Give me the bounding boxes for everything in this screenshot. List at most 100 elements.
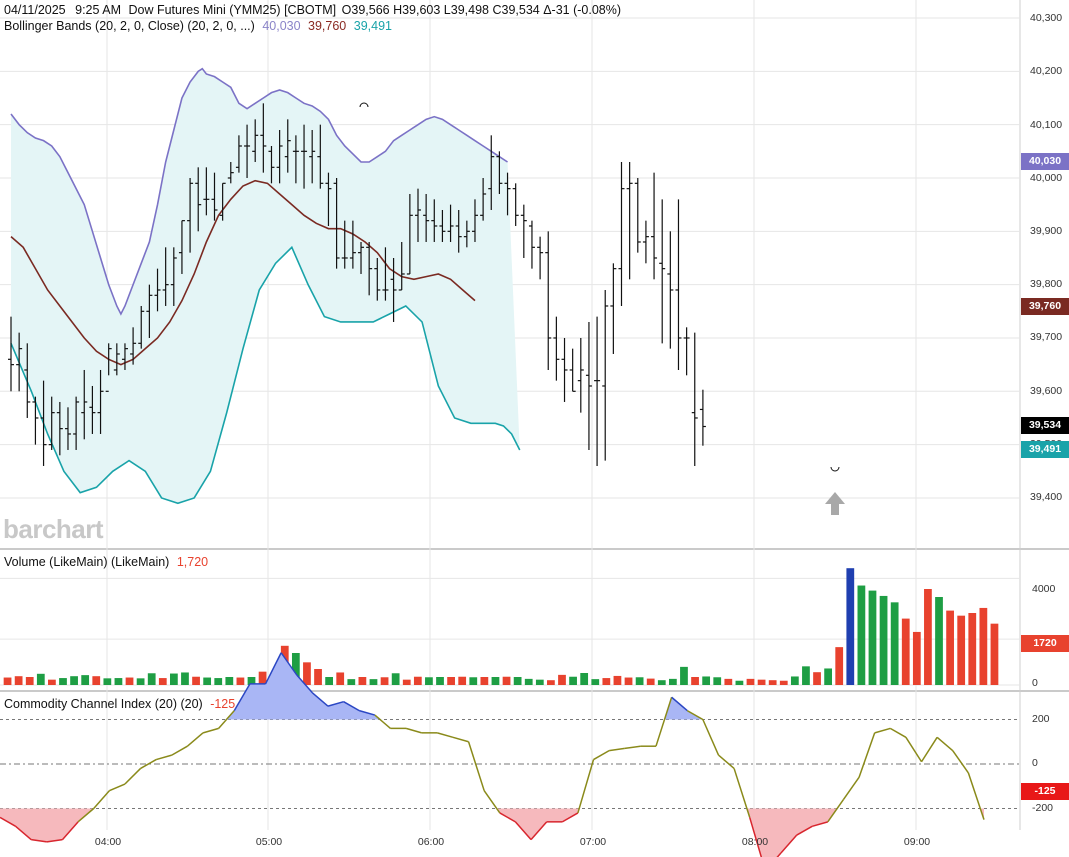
volume-bar	[491, 677, 500, 685]
volume-bar	[103, 678, 112, 685]
volume-bar	[513, 677, 522, 685]
cci-line-segment	[593, 749, 610, 761]
bb-upper-value: 40,030	[262, 19, 301, 33]
volume-bar	[757, 679, 766, 685]
volume-bar	[912, 631, 921, 685]
cci-line-segment	[359, 709, 376, 716]
volume-bar	[114, 678, 123, 685]
cci-line-segment	[109, 783, 126, 792]
volume-bar	[413, 676, 422, 685]
volume-bar	[36, 673, 45, 685]
volume-label[interactable]: Volume (LikeMain) (LikeMain)	[4, 555, 170, 569]
volume-bar	[746, 678, 755, 685]
volume-bar	[247, 677, 256, 685]
volume-bar	[935, 597, 943, 685]
volume-bar	[225, 677, 234, 685]
volume-bar	[402, 679, 411, 685]
upper-band-line	[10, 67, 508, 316]
price-tick: 40,000	[1030, 172, 1063, 184]
cci-oversold-fill	[0, 808, 94, 842]
cci-line-segment	[437, 732, 454, 739]
chart-header: 04/11/2025 9:25 AM Dow Futures Mini (YMM…	[4, 3, 621, 17]
cci-line-segment	[577, 759, 595, 814]
cci-line-segment	[874, 727, 891, 734]
volume-bar	[835, 647, 844, 685]
volume-bar	[591, 679, 600, 685]
cci-line-segment	[77, 807, 95, 823]
cci-label[interactable]: Commodity Channel Index (20) (20)	[4, 697, 203, 711]
cci-line-segment	[296, 674, 313, 694]
volume-bar	[890, 602, 899, 685]
volume-bar	[580, 673, 589, 685]
bb-middle-value: 39,760	[308, 19, 347, 33]
volume-bar	[314, 669, 322, 685]
price-tick: 39,600	[1030, 385, 1063, 397]
cci-header: Commodity Channel Index (20) (20) -125	[4, 697, 235, 711]
volume-bar	[857, 585, 866, 685]
cci-line-segment	[483, 790, 501, 814]
volume-bar	[624, 677, 633, 685]
time-tick: 05:00	[255, 836, 283, 848]
time-tick: 06:00	[417, 836, 445, 848]
price-tick: 39,400	[1030, 491, 1063, 503]
volume-bar	[203, 677, 212, 685]
volume-bar	[358, 677, 367, 685]
cci-line-segment	[811, 821, 829, 828]
cci-line-segment	[31, 838, 47, 843]
bb-label[interactable]: Bollinger Bands (20, 2, 0, Close) (20, 2…	[4, 19, 255, 33]
cci-line-segment	[530, 821, 548, 841]
volume-bar	[802, 666, 810, 685]
volume-bar	[990, 623, 999, 685]
header-ohlc: O39,566 H39,603 L39,498 C39,534 Δ-31 (-0…	[341, 3, 622, 17]
volume-bar	[879, 595, 888, 685]
volume-bar	[136, 678, 145, 685]
volume-bar	[957, 615, 966, 685]
header-symbol[interactable]: Dow Futures Mini (YMM25) [CBOTM]	[128, 3, 337, 17]
volume-bar	[968, 613, 977, 685]
cci-line-segment	[202, 727, 219, 734]
cci-line-segment	[405, 727, 422, 734]
volume-bar	[901, 618, 910, 685]
volume-bar	[547, 680, 555, 685]
volume-bar	[558, 674, 566, 685]
volume-tick: 4000	[1032, 583, 1056, 595]
cci-line-segment	[842, 776, 860, 801]
cci-line-segment	[952, 750, 969, 774]
lower-band-line	[10, 245, 521, 505]
cci-line-segment	[748, 817, 763, 857]
volume-bar	[502, 676, 511, 685]
volume-bar	[158, 678, 167, 685]
volume-bar	[713, 677, 722, 685]
volume-bar	[25, 677, 34, 685]
volume-bar	[369, 679, 378, 685]
time-tick: 08:00	[741, 836, 769, 848]
volume-bar	[291, 653, 300, 685]
volume-bar	[214, 678, 223, 685]
cci-line-segment	[61, 821, 79, 841]
cci-line-segment	[374, 714, 391, 729]
volume-bar	[380, 677, 389, 685]
volume-bar	[236, 677, 245, 685]
volume-bar	[325, 677, 334, 685]
volume-bar	[824, 668, 833, 685]
cci-line-segment	[233, 683, 251, 711]
cci-line-segment	[155, 754, 173, 761]
volume-bar	[169, 673, 178, 685]
barchart-logo: barchart	[3, 514, 104, 544]
cci-line-segment	[780, 834, 798, 854]
volume-bar	[458, 676, 467, 685]
cci-line-segment	[140, 758, 157, 770]
volume-bar	[81, 675, 90, 685]
cci-line-segment	[796, 825, 813, 836]
volume-bar	[258, 671, 267, 685]
cci-line-segment	[343, 701, 360, 712]
cci-line-segment	[0, 816, 16, 827]
volume-bar	[469, 677, 478, 685]
volume-bar	[735, 680, 744, 685]
bb-lower-value: 39,491	[353, 19, 392, 33]
volume-bar	[924, 589, 932, 685]
cci-line-segment	[733, 768, 751, 818]
volume-bar	[480, 677, 489, 685]
cci-line-segment	[905, 736, 923, 763]
cci-line-segment	[671, 696, 688, 712]
